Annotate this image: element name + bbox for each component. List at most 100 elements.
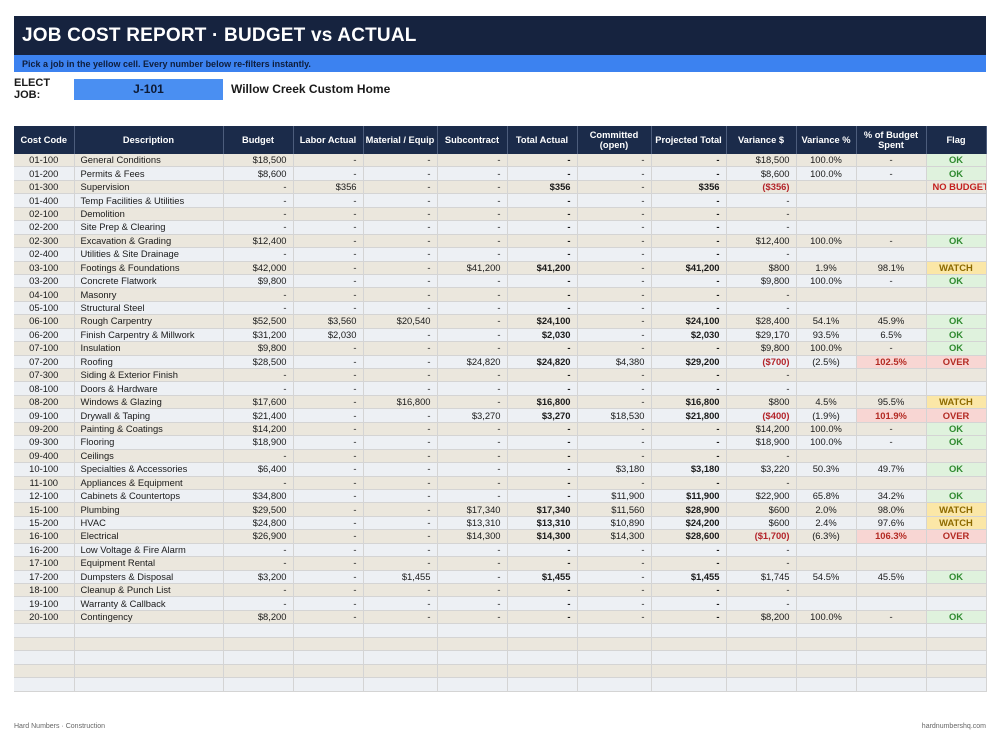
cell-spent: - — [856, 154, 927, 168]
cell-budget: $24,800 — [223, 516, 294, 531]
cell-labor: - — [293, 341, 364, 356]
cell-material: - — [363, 341, 438, 356]
cell-var: - — [726, 301, 797, 316]
cell-code: 17-200 — [14, 570, 75, 585]
cell-desc: Cabinets & Countertops — [74, 489, 224, 504]
cell-spent: 98.0% — [856, 502, 927, 517]
cell-labor: - — [293, 395, 364, 410]
cell-budget: - — [223, 381, 294, 396]
cell-material: - — [363, 220, 438, 235]
cell-budget: $8,600 — [223, 166, 294, 181]
empty-cell — [651, 650, 727, 665]
cell-code: 20-100 — [14, 610, 75, 625]
cell-labor: - — [293, 220, 364, 235]
cell-labor: - — [293, 234, 364, 249]
table-row: 09-100 Drywall & Taping $21,400- - $3,270 $3,… — [14, 408, 987, 423]
cell-committed: - — [577, 234, 652, 249]
cell-budget: - — [223, 180, 294, 195]
cell-desc: Concrete Flatwork — [74, 274, 224, 289]
report-title: JOB COST REPORT · BUDGET vs ACTUAL — [14, 16, 986, 55]
cell-sub: - — [437, 435, 508, 450]
cell-material: - — [363, 261, 438, 275]
cell-varpct: 54.1% — [796, 314, 857, 329]
cell-committed: - — [577, 422, 652, 437]
cell-sub: - — [437, 301, 508, 316]
cell-code: 02-200 — [14, 220, 75, 235]
cell-varpct: 54.5% — [796, 570, 857, 585]
cell-flag: OK — [926, 610, 987, 625]
cell-spent — [856, 596, 927, 611]
cell-code: 02-400 — [14, 247, 75, 262]
cell-sub: - — [437, 314, 508, 329]
cell-labor: - — [293, 408, 364, 423]
cell-var: - — [726, 556, 797, 571]
cell-budget: $17,600 — [223, 395, 294, 410]
cell-spent: 101.9% — [856, 408, 927, 423]
table-row: 01-100 General Conditions $18,500- - - - - - $18… — [14, 154, 987, 168]
empty-cell — [223, 650, 294, 665]
job-select-cell[interactable]: J-101 — [74, 78, 223, 100]
table-row: 15-100 Plumbing $29,500- - $17,340 $17,340 $11… — [14, 502, 987, 517]
cell-projected: - — [651, 583, 727, 598]
cell-labor: - — [293, 435, 364, 450]
cell-varpct — [796, 220, 857, 235]
cell-total: $16,800 — [507, 395, 578, 410]
cell-flag: WATCH — [926, 261, 987, 275]
cell-spent: 98.1% — [856, 261, 927, 275]
table-row: 11-100 Appliances & Equipment - - - - - - - - — [14, 476, 987, 490]
cell-labor: - — [293, 355, 364, 370]
cell-flag — [926, 247, 987, 262]
cell-varpct — [796, 381, 857, 396]
cell-desc: Ceilings — [74, 449, 224, 464]
cell-total: - — [507, 381, 578, 396]
cell-spent — [856, 543, 927, 558]
cell-code: 04-100 — [14, 287, 75, 302]
cell-sub: - — [437, 543, 508, 558]
empty-cell — [437, 677, 508, 692]
table-row: 03-100 Footings & Foundations $42,000- - $41… — [14, 261, 987, 275]
cell-code: 18-100 — [14, 583, 75, 598]
cell-budget: - — [223, 247, 294, 262]
cell-committed: $11,560 — [577, 502, 652, 517]
cell-varpct: 2.4% — [796, 516, 857, 531]
cell-labor: - — [293, 529, 364, 544]
cell-budget: $3,200 — [223, 570, 294, 585]
cell-budget: $8,200 — [223, 610, 294, 625]
cell-code: 01-100 — [14, 154, 75, 168]
empty-cell — [577, 650, 652, 665]
cell-labor: - — [293, 274, 364, 289]
empty-cell — [726, 637, 797, 652]
cell-projected: $16,800 — [651, 395, 727, 410]
cell-total: $2,030 — [507, 328, 578, 343]
cell-code: 01-400 — [14, 193, 75, 208]
column-header: Description — [74, 126, 224, 154]
cell-spent: 106.3% — [856, 529, 927, 544]
cell-sub: - — [437, 180, 508, 195]
cell-total: - — [507, 449, 578, 464]
cell-budget: $9,800 — [223, 274, 294, 289]
table-row: 17-200 Dumpsters & Disposal $3,200- $1,455-… — [14, 570, 987, 585]
cell-committed: - — [577, 449, 652, 464]
cell-desc: Structural Steel — [74, 301, 224, 316]
cell-total: - — [507, 596, 578, 611]
table-row: 06-100 Rough Carpentry $52,500 $3,560 $20,54… — [14, 314, 987, 329]
footer-url: hardnumbershq.com — [921, 723, 986, 730]
empty-cell — [856, 623, 927, 638]
cell-labor: - — [293, 596, 364, 611]
cell-desc: Supervision — [74, 180, 224, 195]
empty-cell — [363, 637, 438, 652]
cell-desc: Finish Carpentry & Millwork — [74, 328, 224, 343]
cell-labor: - — [293, 476, 364, 490]
cell-var: - — [726, 193, 797, 208]
column-header: Committed (open) — [577, 126, 652, 154]
cell-total: $3,270 — [507, 408, 578, 423]
cell-code: 09-200 — [14, 422, 75, 437]
cell-total: - — [507, 543, 578, 558]
cell-committed: $18,530 — [577, 408, 652, 423]
empty-cell — [507, 623, 578, 638]
cell-budget: - — [223, 193, 294, 208]
empty-cell — [74, 650, 224, 665]
cell-var: ($400) — [726, 408, 797, 423]
empty-cell — [577, 664, 652, 679]
table-row: 04-100 Masonry - - - - - - - - — [14, 287, 987, 302]
